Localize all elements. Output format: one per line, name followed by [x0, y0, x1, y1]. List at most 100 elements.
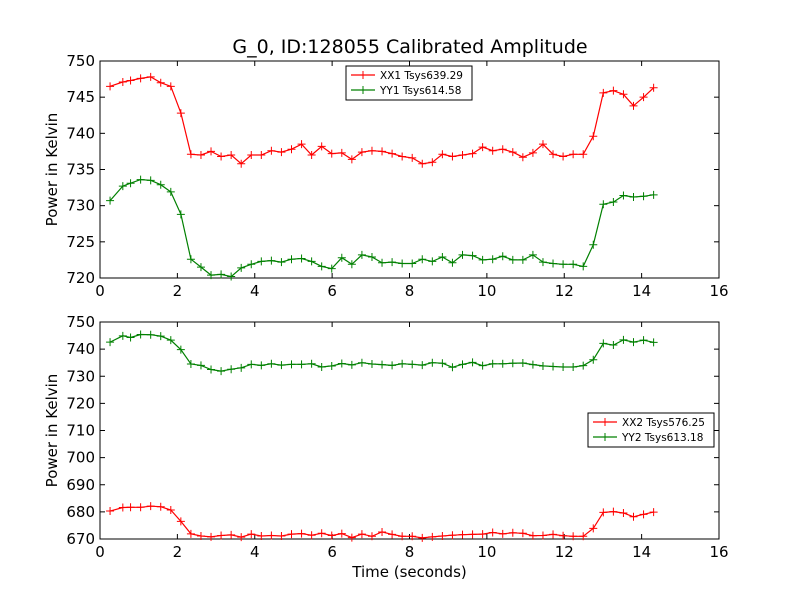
bottom-series-1-point	[579, 532, 588, 541]
top-series-2-point	[488, 255, 497, 264]
top-y-axis-label: Power in Kelvin	[43, 113, 61, 227]
top-series-2-point	[126, 179, 135, 188]
bottom-series-2-point	[428, 358, 437, 367]
bottom-y-tick-label: 730	[66, 367, 95, 385]
bottom-series-1-point	[217, 531, 226, 540]
bottom-series-1-point	[317, 529, 326, 538]
top-y-tick-label: 745	[66, 88, 95, 106]
bottom-series-1-point	[277, 532, 286, 541]
bottom-series-1-point	[549, 530, 558, 539]
top-series-2-point	[317, 262, 326, 271]
top-series-1-point	[398, 152, 407, 161]
bottom-x-tick-label: 10	[477, 543, 496, 561]
bottom-series-2-point	[518, 358, 527, 367]
top-series-1-point	[267, 146, 276, 155]
bottom-x-tick-label: 16	[709, 543, 728, 561]
top-series-2-point	[629, 192, 638, 201]
top-series-2-point	[378, 258, 387, 267]
top-x-tick-label: 2	[173, 282, 183, 300]
top-y-tick-label: 735	[66, 161, 95, 179]
bottom-series-2-point	[398, 359, 407, 368]
top-series-1-point	[136, 74, 145, 83]
bottom-series-1-point	[528, 531, 537, 540]
bottom-series-1-point	[118, 503, 127, 512]
bottom-series-2-point	[599, 339, 608, 348]
top-series-1-point	[498, 145, 507, 154]
top-series-1-point	[619, 90, 628, 99]
bottom-series-1-point	[448, 531, 457, 540]
bottom-y-tick-label: 690	[66, 476, 95, 494]
top-series-1-point	[478, 143, 487, 152]
bottom-series-2-point	[448, 363, 457, 372]
bottom-series-2-point	[317, 363, 326, 372]
bottom-series-2-point	[247, 360, 256, 369]
bottom-series-1-point	[468, 530, 477, 539]
bottom-series-2-point	[629, 338, 638, 347]
bottom-series-2-point	[186, 360, 195, 369]
top-series-2-point	[196, 263, 205, 272]
top-series-1-point	[257, 151, 266, 160]
top-x-tick-label: 6	[327, 282, 337, 300]
bottom-y-tick-label: 670	[66, 530, 95, 548]
bottom-series-2-point	[649, 338, 658, 347]
top-series-2-point	[156, 180, 165, 189]
bottom-series-1-point	[649, 508, 658, 517]
bottom-series-2-point	[287, 360, 296, 369]
top-legend-box	[345, 65, 473, 101]
bottom-y-axis-label: Power in Kelvin	[43, 374, 61, 488]
bottom-series-1-point	[347, 533, 356, 542]
bottom-series-2-point	[118, 331, 127, 340]
bottom-series-1-point	[639, 510, 648, 519]
top-series-1-point	[468, 149, 477, 158]
top-series-2-point	[136, 175, 145, 184]
bottom-series-1-point	[257, 532, 266, 541]
top-series-1-point	[166, 82, 175, 91]
bottom-x-axis-label: Time (seconds)	[351, 563, 467, 581]
bottom-series-1-point	[146, 502, 155, 511]
bottom-series-2-point	[569, 363, 578, 372]
bottom-series-1-point	[227, 530, 236, 539]
top-y-tick-label: 730	[66, 197, 95, 215]
bottom-series-2-point	[146, 330, 155, 339]
top-series-2-point	[549, 259, 558, 268]
top-series-1-point	[106, 82, 115, 91]
top-y-tick-label: 725	[66, 233, 95, 251]
top-series-1-point	[448, 152, 457, 161]
top-series-2-point	[357, 250, 366, 259]
bottom-series-1-point	[488, 528, 497, 537]
top-series-1-point	[549, 150, 558, 159]
bottom-series-1-point	[327, 531, 336, 540]
bottom-series-2-point	[267, 359, 276, 368]
top-series-2-point	[498, 252, 507, 261]
top-series-2-point	[217, 270, 226, 279]
top-series-1-point	[518, 153, 527, 162]
bottom-series-2-point	[488, 359, 497, 368]
top-x-tick-label: 10	[477, 282, 496, 300]
bottom-series-1-point	[337, 529, 346, 538]
bottom-series-1-point	[538, 531, 547, 540]
bottom-series-2-point	[277, 361, 286, 370]
bottom-series-1-point	[267, 531, 276, 540]
bottom-legend-marker-1	[601, 418, 609, 426]
top-series-2-point	[448, 258, 457, 267]
bottom-series-1-point	[156, 502, 165, 511]
top-series-2-point	[528, 250, 537, 259]
top-series-1-point	[538, 140, 547, 149]
top-legend-label-2: YY1 Tsys614.58	[379, 85, 461, 97]
top-series-1-point	[388, 149, 397, 158]
bottom-series-2-point	[468, 358, 477, 367]
bottom-series-2-point	[589, 355, 598, 364]
top-series-2-point	[649, 190, 658, 199]
top-series-1-point	[649, 83, 658, 92]
bottom-series-2-point	[367, 360, 376, 369]
top-series-1-point	[237, 159, 246, 168]
bottom-series-2-point	[438, 359, 447, 368]
top-series-1-point	[589, 132, 598, 141]
bottom-series-2-point	[478, 361, 487, 370]
bottom-series-2-point	[388, 361, 397, 370]
top-series-1-point	[287, 145, 296, 154]
top-series-2-point	[609, 198, 618, 207]
top-series-1-point	[277, 148, 286, 157]
top-series-2-point	[599, 200, 608, 209]
bottom-x-tick-label: 2	[173, 543, 183, 561]
